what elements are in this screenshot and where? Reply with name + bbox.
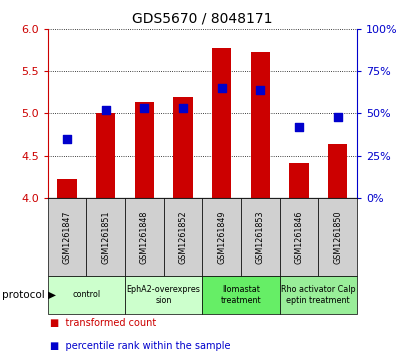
Bar xyxy=(135,102,154,198)
Text: GSM1261853: GSM1261853 xyxy=(256,210,265,264)
Text: GSM1261846: GSM1261846 xyxy=(294,210,303,264)
Text: GSM1261849: GSM1261849 xyxy=(217,210,226,264)
Point xyxy=(295,124,302,130)
Text: GSM1261851: GSM1261851 xyxy=(101,210,110,264)
Point xyxy=(64,136,71,142)
Point xyxy=(141,106,148,111)
Bar xyxy=(96,113,115,198)
Point xyxy=(257,87,264,93)
Point xyxy=(334,114,341,120)
Text: Rho activator Calp
eptin treatment: Rho activator Calp eptin treatment xyxy=(281,285,356,305)
Point xyxy=(103,107,109,113)
Bar xyxy=(212,48,231,198)
Bar xyxy=(289,163,309,198)
Point xyxy=(218,85,225,91)
Bar xyxy=(57,179,77,198)
Text: GSM1261848: GSM1261848 xyxy=(140,210,149,264)
Text: ■  percentile rank within the sample: ■ percentile rank within the sample xyxy=(50,341,230,351)
Text: Ilomastat
treatment: Ilomastat treatment xyxy=(221,285,261,305)
Title: GDS5670 / 8048171: GDS5670 / 8048171 xyxy=(132,11,273,25)
Text: GSM1261847: GSM1261847 xyxy=(63,210,71,264)
Text: ■  transformed count: ■ transformed count xyxy=(50,318,156,329)
Point xyxy=(180,106,186,111)
Text: GSM1261852: GSM1261852 xyxy=(178,210,188,264)
Bar xyxy=(328,144,347,198)
Bar xyxy=(251,52,270,198)
Text: protocol ▶: protocol ▶ xyxy=(2,290,56,300)
Text: GSM1261850: GSM1261850 xyxy=(333,210,342,264)
Text: EphA2-overexpres
sion: EphA2-overexpres sion xyxy=(127,285,200,305)
Bar xyxy=(173,97,193,198)
Text: control: control xyxy=(72,290,100,299)
